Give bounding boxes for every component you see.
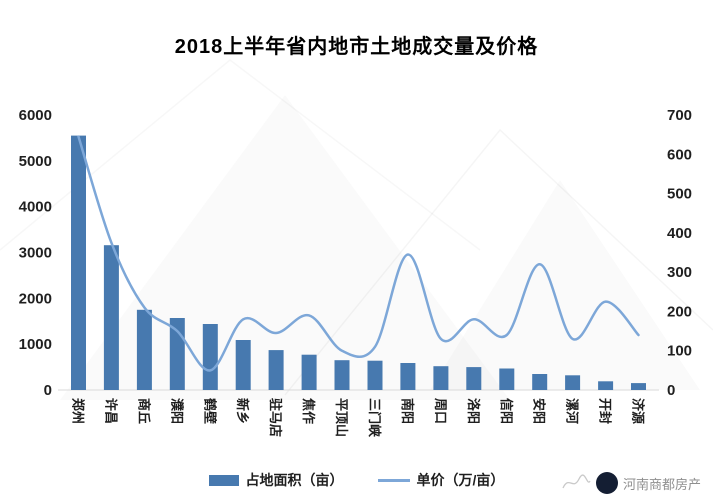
bar	[598, 381, 614, 390]
legend-label-area: 占地面积（亩）	[245, 472, 344, 488]
x-axis-label: 鹤壁	[202, 398, 217, 424]
bar	[565, 375, 581, 390]
y-axis-label-left: 3000	[19, 245, 52, 262]
x-axis-label: 安阳	[532, 398, 547, 424]
bar	[169, 318, 185, 390]
watermark: 河南商都房产	[561, 472, 701, 494]
signature-scribble-icon	[562, 474, 591, 489]
y-axis-label-left: 4000	[19, 199, 52, 216]
y-axis-label-right: 300	[667, 264, 692, 281]
x-axis-label: 商丘	[136, 398, 151, 424]
x-axis-label: 许昌	[103, 398, 118, 424]
bar	[532, 374, 548, 390]
x-axis-label: 信阳	[499, 398, 514, 424]
legend-item-price: 单价（万/亩）	[377, 470, 505, 490]
y-axis-label-left: 2000	[19, 290, 52, 307]
x-axis-label: 洛阳	[466, 398, 481, 424]
bar	[235, 340, 251, 390]
x-axis-label: 三门峡	[367, 398, 382, 438]
legend-label-price: 单价（万/亩）	[416, 472, 505, 488]
y-axis-label-right: 700	[667, 107, 692, 124]
x-axis-label: 南阳	[400, 398, 415, 424]
bar	[400, 363, 416, 390]
watermark-text: 河南商都房产	[622, 476, 701, 492]
bar	[631, 383, 646, 390]
x-axis-label: 焦作	[301, 397, 316, 424]
bar	[103, 245, 119, 390]
x-axis-label: 新乡	[235, 398, 250, 424]
bar	[367, 360, 383, 390]
y-axis-label-right: 200	[667, 303, 692, 320]
x-axis-label: 驻马店	[268, 398, 283, 437]
bar	[268, 350, 284, 390]
watermark-logo-icon	[595, 472, 618, 494]
x-axis-label: 漯河	[565, 398, 580, 424]
y-axis-label-right: 400	[667, 225, 692, 242]
y-axis-label-right: 600	[667, 146, 692, 163]
bar	[301, 354, 317, 390]
bar	[71, 135, 86, 390]
bar	[466, 367, 482, 390]
y-axis-label-right: 0	[667, 382, 675, 399]
y-axis-label-left: 1000	[19, 336, 52, 353]
line-swatch-icon	[377, 478, 410, 482]
background-pattern	[284, 128, 713, 396]
legend-item-area: 占地面积（亩）	[208, 470, 344, 490]
chart-title: 2018上半年省内地市土地成交量及价格	[174, 36, 539, 58]
y-axis-label-right: 100	[667, 343, 692, 360]
chart-legend: 占地面积（亩） 单价（万/亩）	[0, 470, 713, 490]
bar	[334, 360, 350, 390]
x-axis-label: 济源	[631, 398, 646, 424]
bar-swatch-icon	[208, 474, 239, 486]
x-axis-label: 濮阳	[169, 398, 184, 424]
bar	[136, 309, 152, 390]
price-line	[77, 135, 640, 372]
x-axis-label: 开封	[598, 398, 613, 424]
y-axis-label-right: 500	[667, 186, 692, 203]
y-axis-label-left: 6000	[19, 107, 52, 124]
bar	[433, 366, 449, 390]
y-axis-label-left: 5000	[19, 153, 52, 170]
x-axis-label: 平顶山	[334, 398, 349, 437]
y-axis-label-left: 0	[44, 382, 52, 399]
x-axis-label: 周口	[433, 398, 448, 424]
bar	[202, 324, 218, 390]
bar	[499, 368, 515, 390]
x-axis-label: 郑州	[71, 398, 86, 424]
